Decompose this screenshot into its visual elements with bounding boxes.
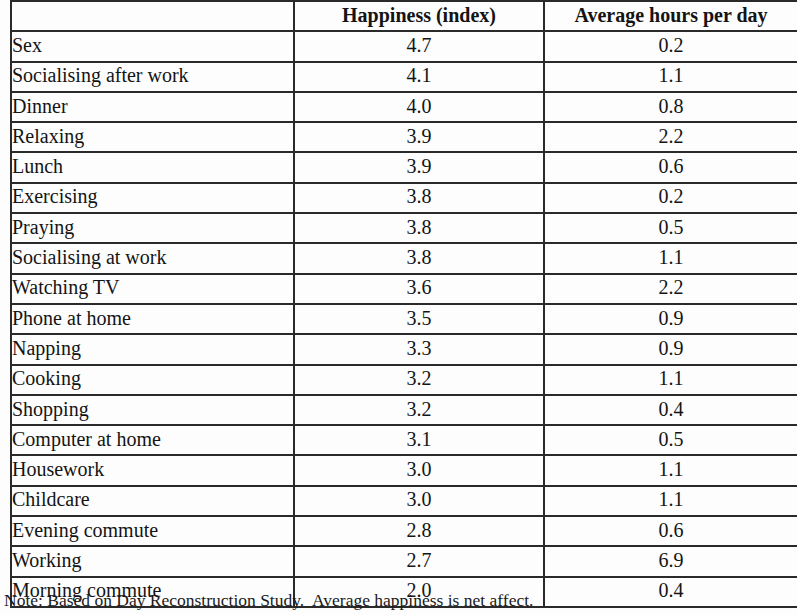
happiness-cell: 2.8: [294, 516, 544, 546]
activity-cell: Cooking: [11, 365, 294, 395]
column-header-happiness: Happiness (index): [294, 1, 544, 31]
table-row: Cooking 3.2 1.1: [11, 365, 797, 395]
happiness-cell: 3.3: [294, 334, 544, 364]
activity-cell: Dinner: [11, 92, 294, 122]
activity-cell: Sex: [11, 31, 294, 61]
table-row: Housework 3.0 1.1: [11, 455, 797, 485]
activity-cell: Phone at home: [11, 304, 294, 334]
table-row: Praying 3.8 0.5: [11, 213, 797, 243]
happiness-cell: 3.2: [294, 365, 544, 395]
happiness-cell: 4.7: [294, 31, 544, 61]
hours-cell: 1.1: [544, 243, 797, 273]
happiness-cell: 3.8: [294, 183, 544, 213]
table-row: Shopping 3.2 0.4: [11, 395, 797, 425]
happiness-cell: 4.0: [294, 92, 544, 122]
hours-cell: 2.2: [544, 122, 797, 152]
table-row: Evening commute 2.8 0.6: [11, 516, 797, 546]
hours-cell: 0.8: [544, 92, 797, 122]
hours-cell: 0.9: [544, 334, 797, 364]
table-row: Socialising at work 3.8 1.1: [11, 243, 797, 273]
table-row: Watching TV 3.6 2.2: [11, 274, 797, 304]
activity-cell: Praying: [11, 213, 294, 243]
happiness-by-activity-table: Happiness (index) Average hours per day …: [10, 0, 797, 608]
table-header: Happiness (index) Average hours per day: [11, 1, 797, 31]
hours-cell: 1.1: [544, 365, 797, 395]
hours-cell: 0.2: [544, 31, 797, 61]
happiness-cell: 3.8: [294, 243, 544, 273]
activity-cell: Exercising: [11, 183, 294, 213]
activity-cell: Childcare: [11, 486, 294, 516]
activity-cell: Watching TV: [11, 274, 294, 304]
activity-cell: Working: [11, 546, 294, 576]
activity-cell: Housework: [11, 455, 294, 485]
table-row: Relaxing 3.9 2.2: [11, 122, 797, 152]
hours-cell: 0.6: [544, 516, 797, 546]
table-row: Phone at home 3.5 0.9: [11, 304, 797, 334]
happiness-cell: 3.0: [294, 455, 544, 485]
hours-cell: 1.1: [544, 62, 797, 92]
activity-cell: Lunch: [11, 152, 294, 182]
column-header-hours: Average hours per day: [544, 1, 797, 31]
table-row: Sex 4.7 0.2: [11, 31, 797, 61]
happiness-cell: 3.9: [294, 122, 544, 152]
hours-cell: 0.5: [544, 213, 797, 243]
hours-cell: 0.4: [544, 395, 797, 425]
activity-cell: Computer at home: [11, 425, 294, 455]
column-header-activity: [11, 1, 294, 31]
activity-cell: Relaxing: [11, 122, 294, 152]
happiness-cell: 3.2: [294, 395, 544, 425]
hours-cell: 0.5: [544, 425, 797, 455]
table-body: Sex 4.7 0.2 Socialising after work 4.1 1…: [11, 31, 797, 607]
table-row: Computer at home 3.1 0.5: [11, 425, 797, 455]
happiness-cell: 2.7: [294, 546, 544, 576]
happiness-cell: 3.5: [294, 304, 544, 334]
happiness-cell: 3.8: [294, 213, 544, 243]
table-row: Lunch 3.9 0.6: [11, 152, 797, 182]
hours-cell: 0.6: [544, 152, 797, 182]
hours-cell: 0.2: [544, 183, 797, 213]
happiness-cell: 3.1: [294, 425, 544, 455]
hours-cell: 0.9: [544, 304, 797, 334]
hours-cell: 1.1: [544, 486, 797, 516]
activity-cell: Shopping: [11, 395, 294, 425]
table-row: Dinner 4.0 0.8: [11, 92, 797, 122]
page: Happiness (index) Average hours per day …: [0, 0, 797, 615]
table-row: Exercising 3.8 0.2: [11, 183, 797, 213]
happiness-cell: 3.9: [294, 152, 544, 182]
hours-cell: 0.4: [544, 577, 797, 607]
activity-cell: Socialising after work: [11, 62, 294, 92]
hours-cell: 1.1: [544, 455, 797, 485]
activity-cell: Napping: [11, 334, 294, 364]
hours-cell: 6.9: [544, 546, 797, 576]
activity-cell: Socialising at work: [11, 243, 294, 273]
table-row: Childcare 3.0 1.1: [11, 486, 797, 516]
happiness-cell: 3.6: [294, 274, 544, 304]
hours-cell: 2.2: [544, 274, 797, 304]
happiness-cell: 4.1: [294, 62, 544, 92]
table-footnote: Note: Based on Day Reconstruction Study.…: [4, 590, 533, 611]
table-row: Working 2.7 6.9: [11, 546, 797, 576]
header-row: Happiness (index) Average hours per day: [11, 1, 797, 31]
happiness-table-wrapper: Happiness (index) Average hours per day …: [10, 0, 797, 608]
table-row: Napping 3.3 0.9: [11, 334, 797, 364]
activity-cell: Evening commute: [11, 516, 294, 546]
happiness-cell: 3.0: [294, 486, 544, 516]
table-row: Socialising after work 4.1 1.1: [11, 62, 797, 92]
